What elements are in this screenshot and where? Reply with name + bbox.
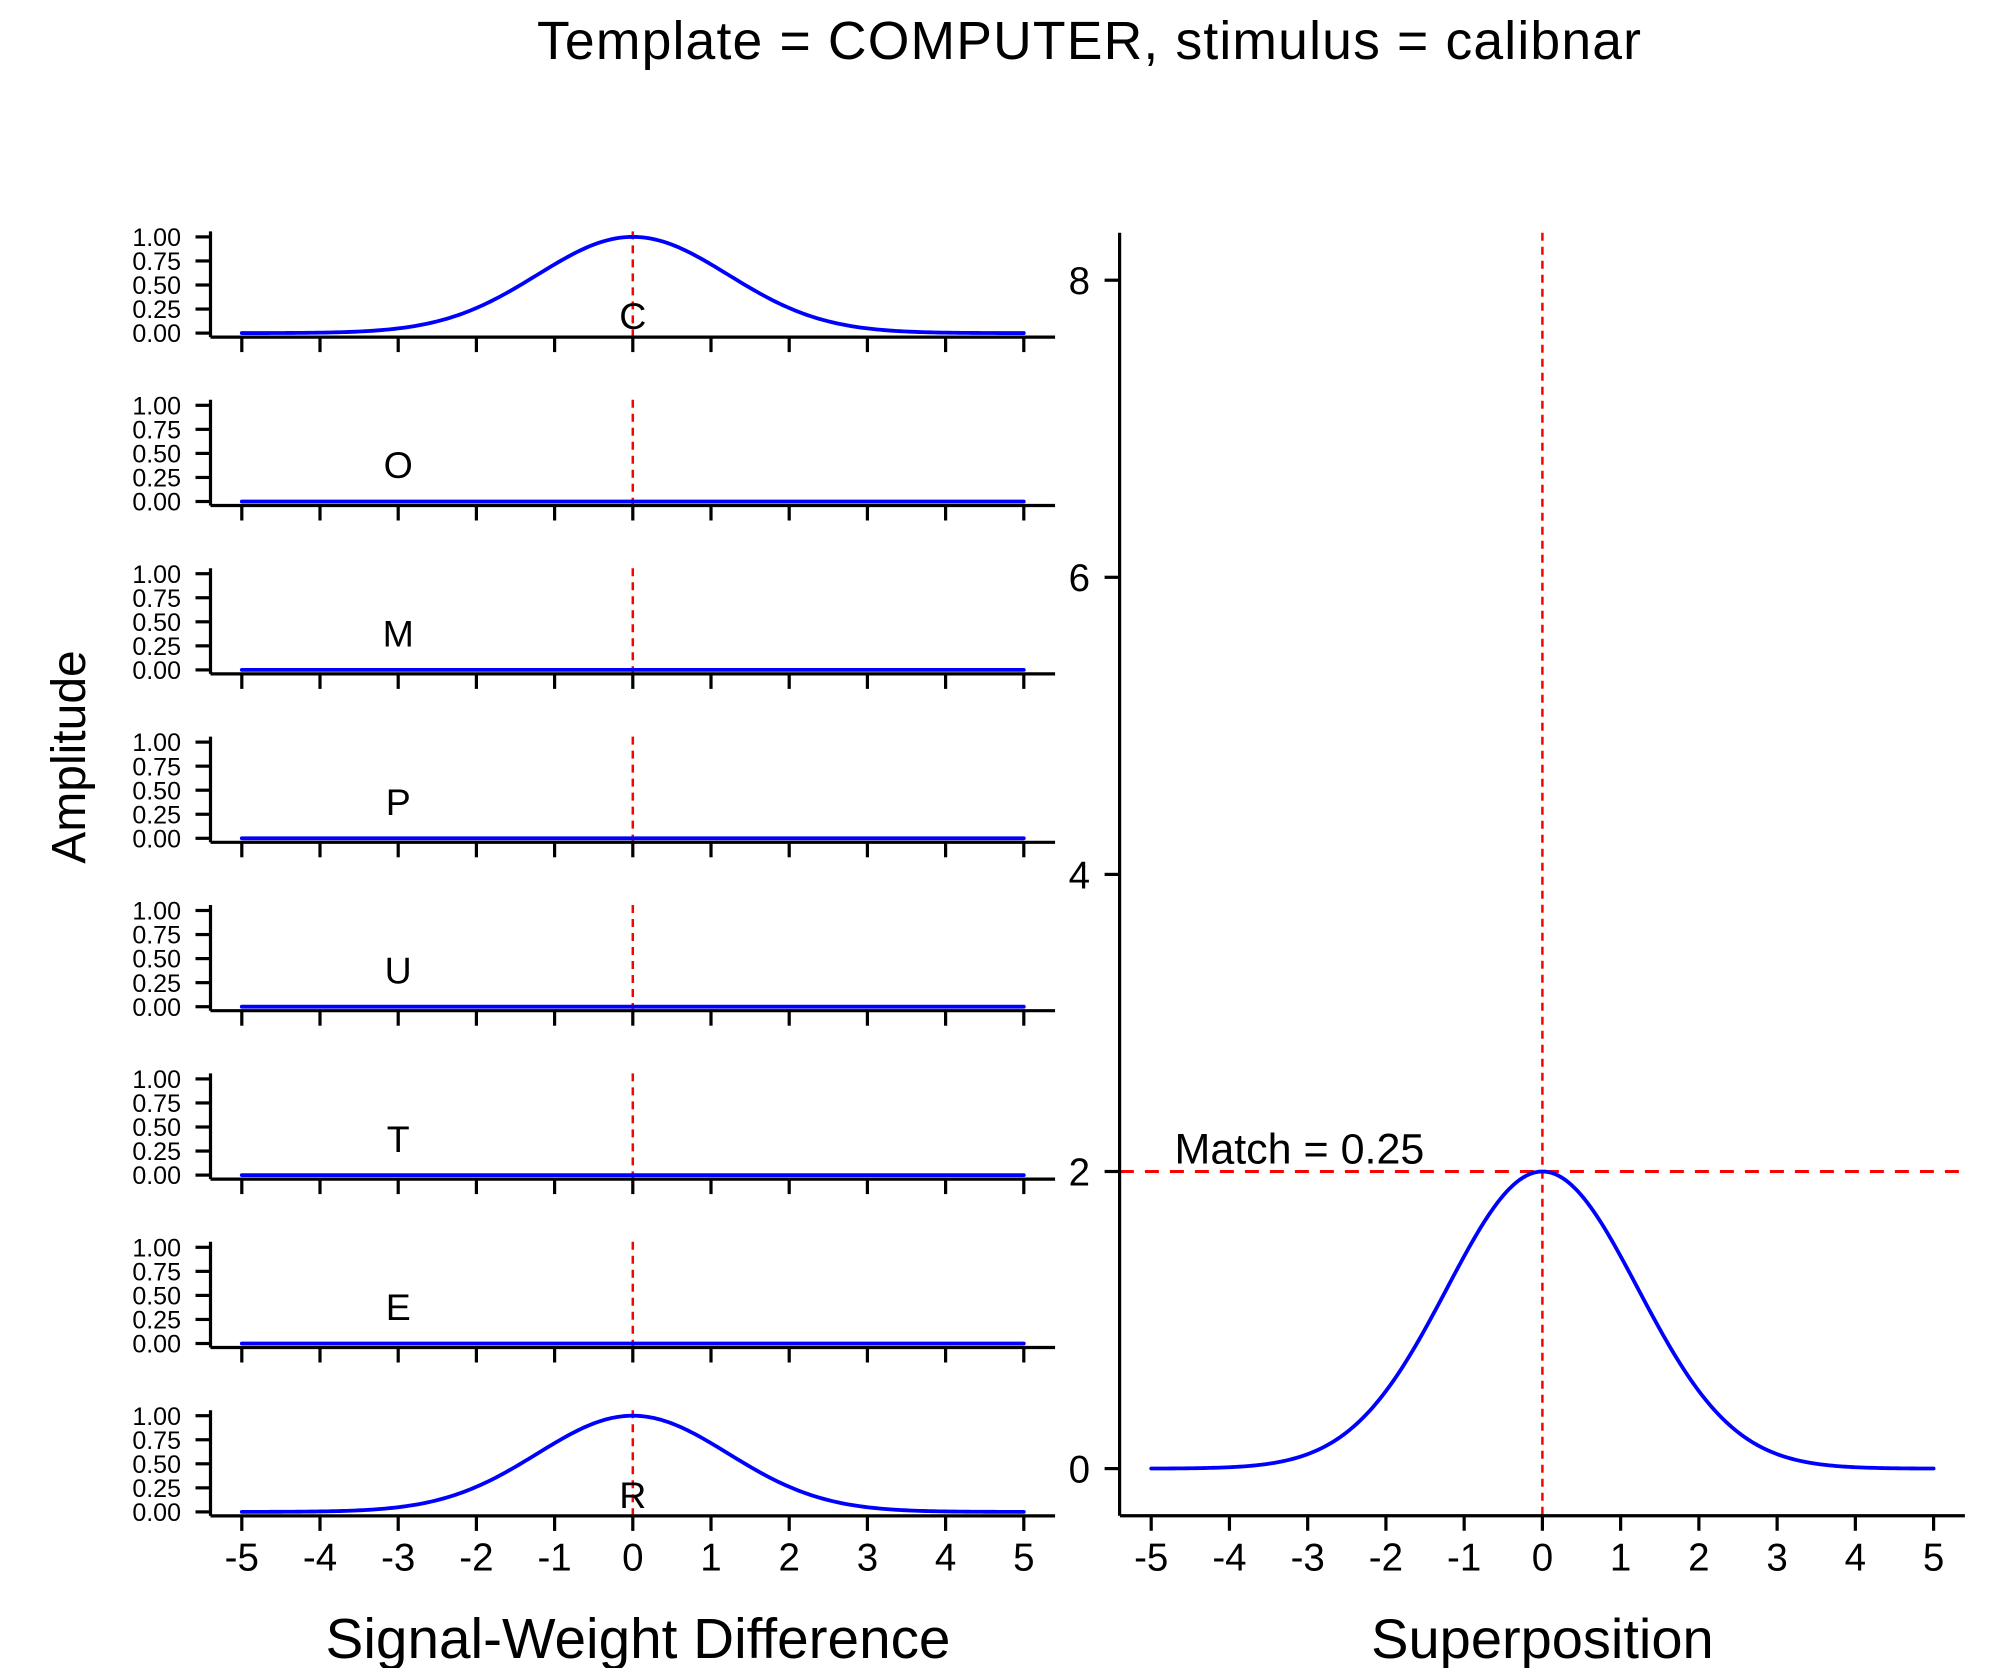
svg-text:0.25: 0.25 (132, 970, 181, 998)
svg-text:Match = 0.25: Match = 0.25 (1175, 1126, 1425, 1174)
svg-text:0.00: 0.00 (132, 1331, 181, 1359)
svg-text:-2: -2 (459, 1537, 493, 1580)
svg-text:0.50: 0.50 (132, 1451, 181, 1479)
svg-text:0.75: 0.75 (132, 922, 181, 950)
svg-text:5: 5 (1013, 1537, 1034, 1580)
svg-text:0.25: 0.25 (132, 801, 181, 829)
svg-text:0.75: 0.75 (132, 1427, 181, 1455)
svg-text:1.00: 1.00 (132, 1234, 181, 1262)
svg-text:Template = COMPUTER, stimulus: Template = COMPUTER, stimulus = calibnar (537, 12, 1641, 71)
svg-text:0.50: 0.50 (132, 1114, 181, 1142)
svg-text:0.25: 0.25 (132, 1307, 181, 1335)
svg-text:-1: -1 (537, 1537, 571, 1580)
svg-text:0: 0 (1532, 1537, 1553, 1580)
svg-text:T: T (387, 1118, 410, 1160)
svg-text:0.25: 0.25 (132, 633, 181, 661)
svg-text:O: O (384, 444, 413, 486)
svg-text:R: R (619, 1474, 646, 1516)
svg-text:E: E (386, 1286, 411, 1328)
svg-text:3: 3 (1766, 1537, 1787, 1580)
svg-text:0.00: 0.00 (132, 320, 181, 348)
svg-text:0: 0 (1069, 1448, 1090, 1491)
svg-text:-4: -4 (1212, 1537, 1246, 1580)
svg-text:1: 1 (1610, 1537, 1631, 1580)
svg-text:-1: -1 (1447, 1537, 1481, 1580)
svg-text:0.00: 0.00 (132, 825, 181, 853)
svg-text:1.00: 1.00 (132, 898, 181, 926)
svg-text:0.00: 0.00 (132, 657, 181, 685)
svg-text:5: 5 (1923, 1537, 1944, 1580)
svg-text:0.50: 0.50 (132, 946, 181, 974)
svg-text:Superposition: Superposition (1371, 1607, 1713, 1668)
svg-text:3: 3 (857, 1537, 878, 1580)
svg-text:1.00: 1.00 (132, 1403, 181, 1431)
svg-text:0.00: 0.00 (132, 1499, 181, 1527)
svg-text:1.00: 1.00 (132, 729, 181, 757)
svg-text:0.50: 0.50 (132, 777, 181, 805)
svg-text:4: 4 (1845, 1537, 1866, 1580)
svg-text:Signal-Weight Difference: Signal-Weight Difference (326, 1608, 951, 1668)
svg-text:-2: -2 (1369, 1537, 1403, 1580)
svg-text:0: 0 (622, 1537, 643, 1580)
svg-text:6: 6 (1069, 557, 1090, 600)
svg-text:0.50: 0.50 (132, 441, 181, 469)
svg-text:2: 2 (1069, 1151, 1090, 1194)
svg-text:-3: -3 (381, 1537, 415, 1580)
svg-text:U: U (385, 949, 412, 991)
svg-text:Amplitude: Amplitude (43, 650, 96, 863)
svg-text:0.75: 0.75 (132, 753, 181, 781)
svg-text:0.75: 0.75 (132, 1258, 181, 1286)
svg-text:0.25: 0.25 (132, 296, 181, 324)
svg-text:-3: -3 (1291, 1537, 1325, 1580)
svg-text:-5: -5 (225, 1537, 259, 1580)
svg-text:1.00: 1.00 (132, 224, 181, 252)
svg-text:0.50: 0.50 (132, 272, 181, 300)
svg-text:0.50: 0.50 (132, 1283, 181, 1311)
svg-text:0.25: 0.25 (132, 1475, 181, 1503)
svg-text:1.00: 1.00 (132, 561, 181, 589)
svg-text:0.00: 0.00 (132, 1162, 181, 1190)
svg-text:1.00: 1.00 (132, 392, 181, 420)
svg-text:M: M (383, 613, 414, 655)
svg-text:0.75: 0.75 (132, 1090, 181, 1118)
svg-text:0.25: 0.25 (132, 465, 181, 493)
svg-text:2: 2 (1688, 1537, 1709, 1580)
svg-text:0.50: 0.50 (132, 609, 181, 637)
svg-text:1: 1 (700, 1537, 721, 1580)
svg-text:0.75: 0.75 (132, 585, 181, 613)
svg-text:1.00: 1.00 (132, 1066, 181, 1094)
svg-text:4: 4 (935, 1537, 956, 1580)
svg-text:0.25: 0.25 (132, 1138, 181, 1166)
svg-text:0.75: 0.75 (132, 416, 181, 444)
svg-text:-5: -5 (1134, 1537, 1168, 1580)
svg-text:8: 8 (1069, 260, 1090, 303)
svg-text:4: 4 (1069, 854, 1090, 897)
svg-text:2: 2 (778, 1537, 799, 1580)
svg-text:C: C (619, 295, 646, 337)
svg-text:-4: -4 (303, 1537, 337, 1580)
svg-text:0.75: 0.75 (132, 248, 181, 276)
svg-text:0.00: 0.00 (132, 994, 181, 1022)
svg-text:P: P (386, 781, 411, 823)
svg-text:0.00: 0.00 (132, 489, 181, 517)
